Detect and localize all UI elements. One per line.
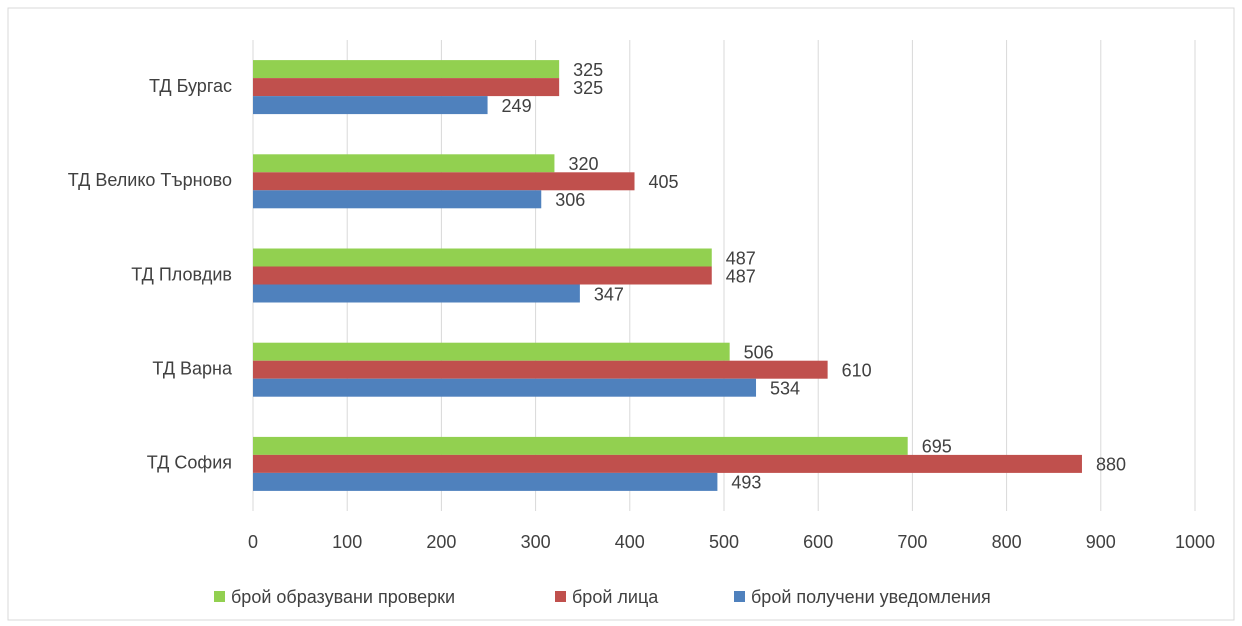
bar (253, 78, 560, 97)
data-label: 487 (726, 248, 756, 268)
y-tick-label: ТД Бургас (149, 76, 232, 96)
bar (253, 96, 488, 115)
data-label: 306 (555, 190, 585, 210)
bar (253, 472, 718, 491)
y-tick-label: ТД София (147, 453, 232, 473)
y-tick-label: ТД Велико Търново (68, 170, 232, 190)
data-label: 610 (842, 360, 872, 380)
bar (253, 378, 757, 397)
y-tick-label: ТД Пловдив (131, 264, 232, 284)
bar (253, 342, 730, 361)
legend-swatch (734, 591, 745, 602)
x-tick-label: 0 (248, 532, 258, 552)
bar (253, 60, 560, 79)
bar (253, 248, 712, 267)
x-tick-label: 300 (521, 532, 551, 552)
bar (253, 454, 1082, 473)
data-label: 880 (1096, 455, 1126, 475)
bar (253, 190, 542, 209)
bar (253, 154, 555, 173)
x-tick-label: 900 (1086, 532, 1116, 552)
legend-label: брой получени уведомления (751, 587, 991, 607)
legend-label: брой образувани проверки (231, 587, 455, 607)
x-tick-label: 700 (897, 532, 927, 552)
x-tick-label: 1000 (1175, 532, 1215, 552)
x-tick-label: 600 (803, 532, 833, 552)
data-label: 325 (573, 78, 603, 98)
x-tick-label: 400 (615, 532, 645, 552)
data-label: 534 (770, 378, 800, 398)
chart-frame (7, 7, 1235, 621)
bar (253, 266, 712, 285)
bar (253, 360, 828, 379)
data-label: 695 (922, 437, 952, 457)
data-label: 506 (744, 342, 774, 362)
data-label: 320 (568, 154, 598, 174)
data-label: 487 (726, 266, 756, 286)
legend-swatch (555, 591, 566, 602)
x-tick-label: 200 (426, 532, 456, 552)
x-tick-label: 500 (709, 532, 739, 552)
bar (253, 436, 908, 455)
bar (253, 284, 580, 303)
data-label: 249 (502, 96, 532, 116)
legend-swatch (214, 591, 225, 602)
data-label: 493 (731, 473, 761, 493)
x-tick-label: 100 (332, 532, 362, 552)
x-tick-label: 800 (992, 532, 1022, 552)
data-label: 405 (649, 172, 679, 192)
data-label: 347 (594, 284, 624, 304)
legend-label: брой лица (572, 587, 659, 607)
bar (253, 172, 635, 191)
y-tick-label: ТД Варна (152, 358, 233, 378)
data-label: 325 (573, 60, 603, 80)
